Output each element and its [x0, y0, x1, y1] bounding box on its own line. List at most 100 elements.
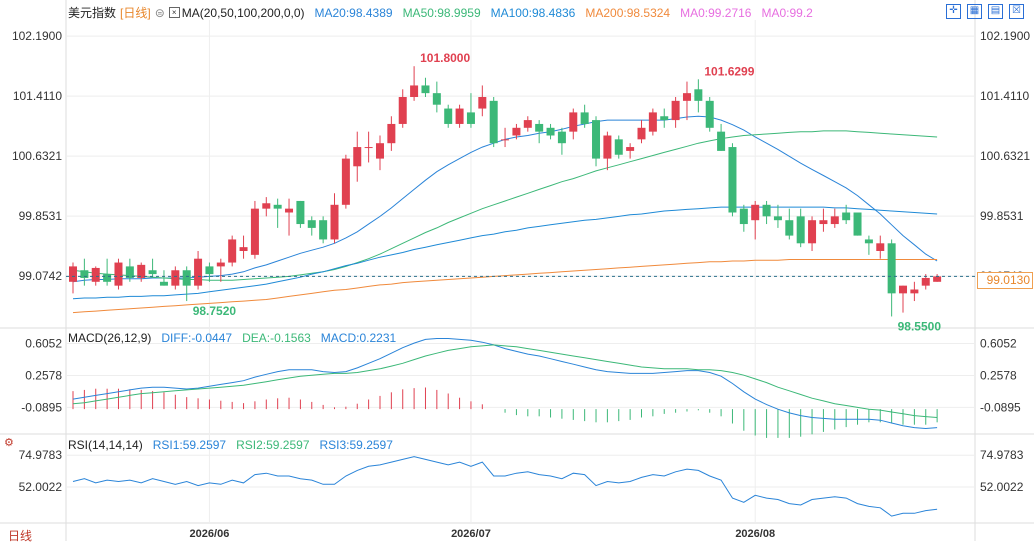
candle-body	[842, 212, 851, 221]
candle-body	[751, 204, 760, 221]
candle-body	[682, 93, 691, 101]
price-right-tick-label: 102.1900	[980, 29, 1030, 43]
ma0-value-b: MA0:99.2	[761, 5, 813, 20]
candle-body	[455, 108, 464, 124]
candle-body	[921, 277, 930, 286]
period-tag[interactable]: [日线]	[120, 6, 151, 20]
ma0-value-a: MA0:99.2716	[680, 5, 752, 20]
candle-body	[114, 262, 123, 286]
price-right-tick-label: 99.8531	[980, 209, 1024, 223]
candle-body	[80, 270, 89, 278]
macd-left-tick-label: 0.2578	[25, 368, 62, 382]
candle-body	[592, 120, 601, 159]
macd-label: MACD(26,12,9)	[68, 331, 152, 345]
rsi-label: RSI(14,14,14)	[68, 438, 143, 452]
candle-body	[228, 239, 237, 263]
candle-body	[262, 203, 271, 209]
x-tick-label: 2026/06	[190, 528, 230, 540]
candle-body	[410, 85, 419, 97]
candle-body	[785, 220, 794, 236]
candle-body	[478, 97, 487, 109]
candle-body	[91, 267, 100, 282]
candle-body	[489, 100, 498, 144]
ma-toggle-icon[interactable]: ×	[168, 7, 180, 18]
grid-icon[interactable]: ▤	[988, 4, 1003, 19]
candle-body	[535, 123, 544, 132]
price-left-tick-label: 99.8531	[19, 209, 63, 223]
candle-body	[137, 264, 146, 278]
candle-body	[466, 112, 475, 124]
candle-body	[387, 123, 396, 144]
main-legend: 美元指数 [日线] ⊜ × MA(20,50,100,200,0,0) MA20…	[68, 4, 813, 21]
close-icon[interactable]: ☒	[1009, 4, 1024, 19]
zoom-icon[interactable]: ▦	[967, 4, 982, 19]
candle-body	[375, 143, 384, 159]
candle-body	[808, 220, 817, 244]
candle-body	[307, 220, 316, 228]
price-left-tick-label: 99.0742	[19, 269, 63, 283]
high-annotation: 101.6299	[704, 64, 754, 78]
toolbar: ✛ ▦ ▤ ☒	[946, 4, 1024, 19]
candle-body	[626, 147, 635, 151]
candle-body	[853, 212, 862, 236]
low-annotation: 98.7520	[193, 304, 237, 318]
x-tick-label: 2026/08	[735, 528, 775, 540]
fullscreen-icon[interactable]: ✛	[946, 4, 961, 19]
candle-body	[216, 262, 225, 267]
high-annotation: 101.8000	[420, 51, 470, 65]
period-selector[interactable]: 日线	[8, 529, 33, 543]
macd-dea: DEA:-0.1563	[242, 331, 311, 345]
candle-body	[341, 158, 350, 205]
candle-body	[273, 204, 282, 209]
rsi3-value: RSI3:59.2597	[319, 438, 393, 452]
candle-body	[364, 147, 373, 149]
candle-body	[194, 258, 203, 286]
candle-body	[239, 247, 248, 251]
ma100-value: MA100:98.4836	[490, 5, 576, 20]
candle-body	[421, 85, 430, 94]
candle-body	[614, 139, 623, 155]
candle-body	[398, 97, 407, 124]
candle-body	[319, 220, 328, 240]
candle-body	[705, 100, 714, 128]
candle-body	[171, 270, 180, 286]
ma100-line	[72, 206, 938, 300]
macd-left-tick-label: 0.6052	[25, 337, 62, 351]
candle-body	[728, 147, 737, 213]
low-annotation: 98.5500	[898, 319, 942, 333]
ma50-value: MA50:98.9959	[402, 5, 481, 20]
settings-icon[interactable]: ⊜	[154, 5, 165, 20]
candle-body	[103, 274, 112, 282]
candle-body	[671, 100, 680, 121]
candle-body	[512, 127, 521, 136]
ma-label: MA(20,50,100,200,0,0)	[181, 5, 305, 20]
candle-body	[205, 266, 214, 275]
candle-body	[296, 200, 305, 225]
rsi-settings-icon[interactable]: ⚙	[4, 437, 14, 449]
rsi-right-tick-label: 52.0022	[980, 480, 1024, 494]
candle-body	[432, 93, 441, 105]
macd-diff: DIFF:-0.0447	[161, 331, 233, 345]
candle-body	[250, 208, 259, 255]
candle-body	[182, 270, 191, 286]
candle-body	[910, 289, 919, 294]
candle-body	[603, 135, 612, 159]
macd-dea-line	[72, 344, 938, 418]
candle-body	[648, 112, 657, 132]
candle-body	[330, 204, 339, 240]
candle-body	[159, 281, 168, 286]
candle-body	[148, 270, 157, 275]
candle-body	[353, 147, 362, 167]
candle-body	[887, 243, 896, 294]
candle-body	[796, 216, 805, 244]
candle-body	[933, 276, 942, 282]
candle-body	[523, 120, 532, 128]
candle-body	[876, 243, 885, 251]
rsi2-value: RSI2:59.2597	[236, 438, 310, 452]
symbol-title: 美元指数	[68, 6, 117, 20]
candle-body	[762, 204, 771, 217]
price-left-tick-label: 100.6321	[12, 149, 62, 163]
ma200-line	[72, 259, 938, 314]
candle-body	[864, 239, 873, 244]
